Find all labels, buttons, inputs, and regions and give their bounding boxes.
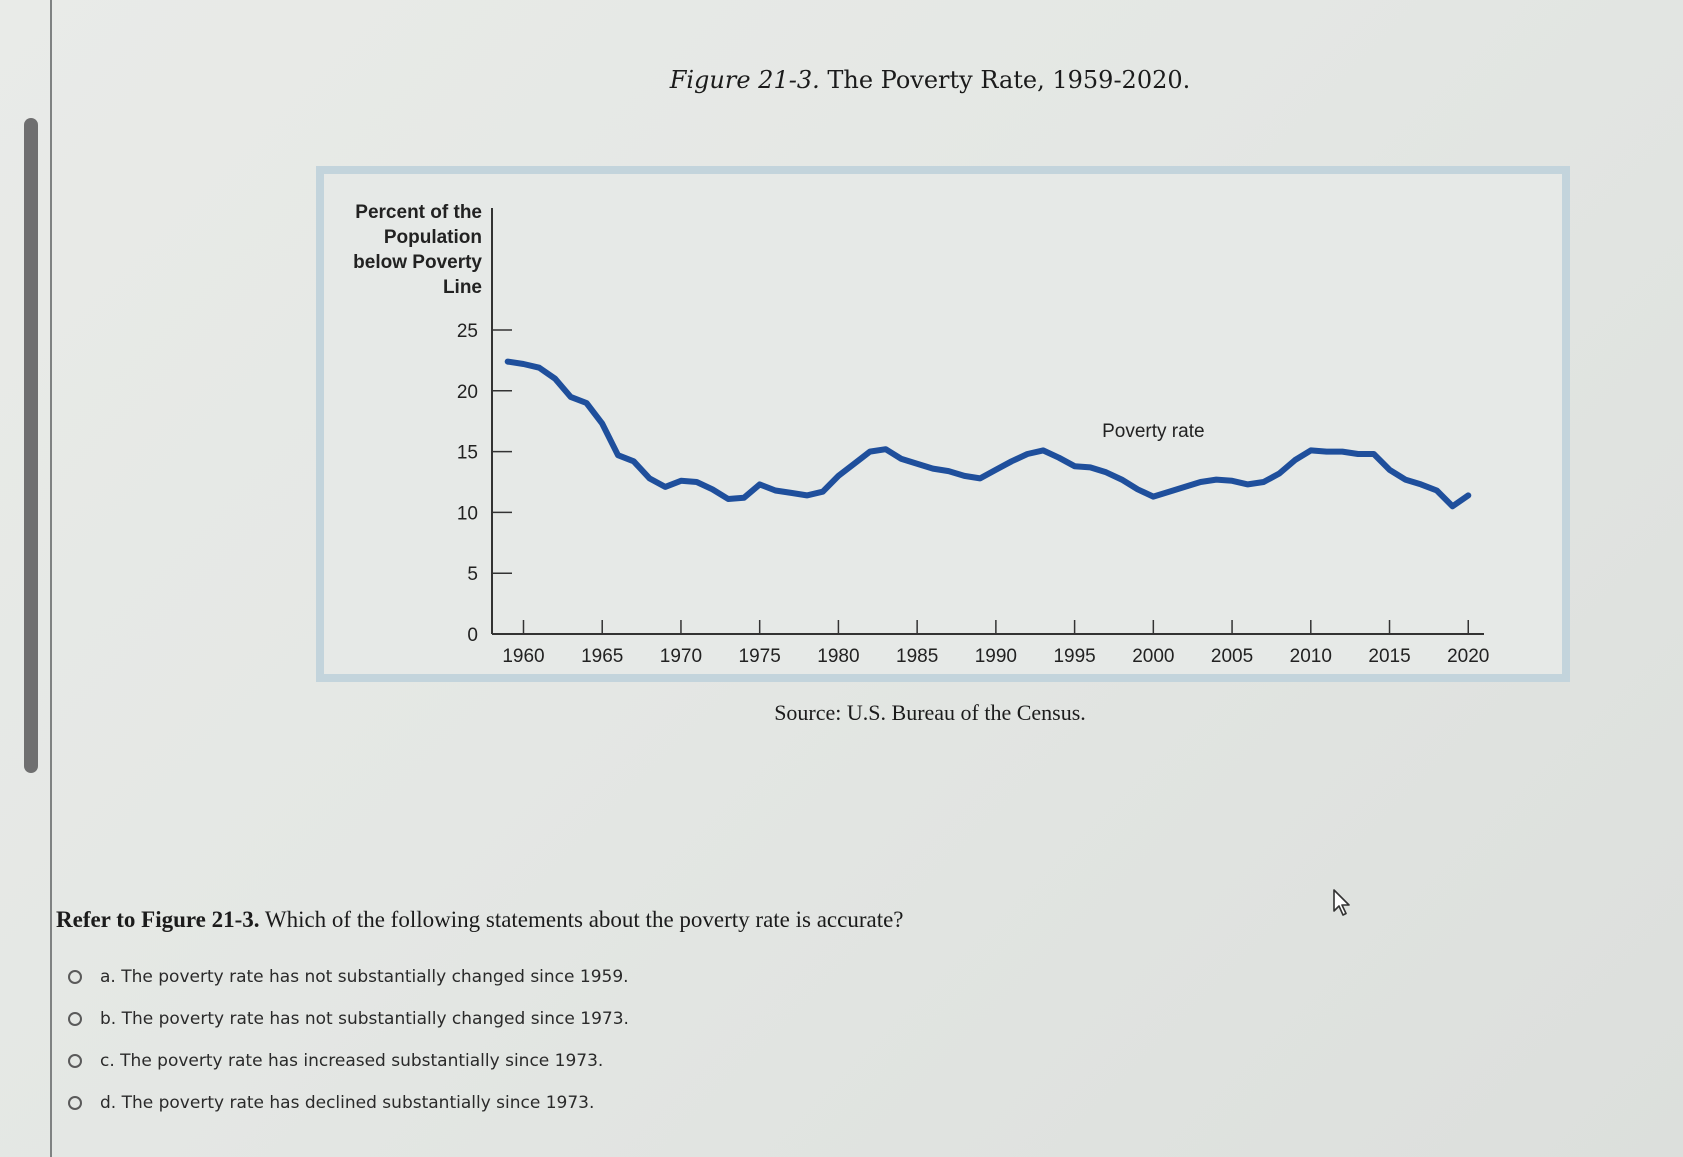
y-tick-label: 5	[467, 564, 478, 585]
page-left-border	[50, 0, 52, 1157]
answer-options: a. The poverty rate has not substantiall…	[68, 956, 629, 1124]
figure-title-text: The Poverty Rate, 1959-2020.	[819, 66, 1191, 94]
figure-title: Figure 21-3. The Poverty Rate, 1959-2020…	[540, 66, 1320, 94]
x-tick-label: 1970	[660, 646, 702, 667]
figure-panel: Percent of the Population below Poverty Lin…	[316, 166, 1570, 682]
x-tick-label: 1980	[817, 646, 859, 667]
x-tick-label: 2000	[1132, 646, 1174, 667]
question-text: Refer to Figure 21-3. Which of the follo…	[56, 907, 1156, 933]
series-annotation-label: Poverty rate	[1102, 421, 1204, 442]
x-tick-label: 1975	[739, 646, 781, 667]
option-c-label: c. The poverty rate has increased substa…	[100, 1051, 604, 1071]
x-tick-label: 2010	[1290, 646, 1332, 667]
option-d-label: d. The poverty rate has declined substan…	[100, 1093, 595, 1113]
figure-source: Source: U.S. Bureau of the Census.	[774, 700, 1086, 725]
option-c-radio[interactable]	[68, 1054, 82, 1068]
y-axis-title-line: Percent of the	[355, 202, 482, 223]
figure-title-label: Figure 21-3.	[669, 66, 820, 94]
y-axis-title-line: Population	[384, 227, 482, 248]
y-axis-title-line: Line	[443, 277, 482, 298]
y-tick-label: 15	[457, 443, 478, 464]
y-tick-label: 10	[457, 503, 478, 524]
option-a-radio[interactable]	[68, 970, 82, 984]
question-prompt: Which of the following statements about …	[259, 907, 904, 932]
x-tick-label: 2020	[1447, 646, 1489, 667]
mouse-cursor-icon	[1333, 889, 1350, 916]
x-tick-label: 2015	[1368, 646, 1410, 667]
page-scrollbar[interactable]	[24, 118, 38, 773]
option-b-radio[interactable]	[68, 1012, 82, 1026]
x-tick-label: 1965	[581, 646, 623, 667]
option-d[interactable]: d. The poverty rate has declined substan…	[68, 1082, 629, 1124]
x-tick-label: 1995	[1053, 646, 1095, 667]
option-a-label: a. The poverty rate has not substantiall…	[100, 967, 629, 987]
x-tick-label: 1990	[975, 646, 1017, 667]
question-figure-reference: Refer to Figure 21-3.	[56, 907, 260, 932]
poverty-rate-chart: Percent of the Population below Poverty Lin…	[353, 202, 1489, 667]
option-b-label: b. The poverty rate has not substantiall…	[100, 1009, 629, 1029]
x-tick-label: 2005	[1211, 646, 1253, 667]
y-tick-label: 0	[467, 625, 478, 646]
x-tick-label: 1985	[896, 646, 938, 667]
option-b[interactable]: b. The poverty rate has not substantiall…	[68, 998, 629, 1040]
option-a[interactable]: a. The poverty rate has not substantiall…	[68, 956, 629, 998]
option-d-radio[interactable]	[68, 1096, 82, 1110]
y-tick-label: 25	[457, 321, 478, 342]
y-axis-title-line: below Poverty	[353, 252, 482, 273]
x-tick-label: 1960	[502, 646, 544, 667]
poverty-rate-series-line	[504, 358, 1472, 510]
option-c[interactable]: c. The poverty rate has increased substa…	[68, 1040, 629, 1082]
y-tick-label: 20	[457, 382, 478, 403]
